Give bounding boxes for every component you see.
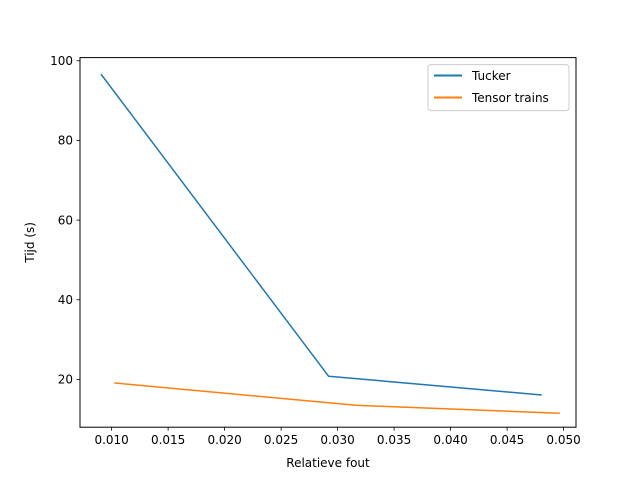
y-tick-label: 40	[58, 293, 73, 307]
series-line-tensor-trains	[114, 382, 560, 415]
y-tick-label: 60	[58, 213, 73, 227]
series-line-tucker	[100, 73, 542, 396]
x-tick-label: 0.035	[377, 433, 411, 447]
legend-label-tensor-trains: Tensor trains	[471, 91, 549, 105]
series-layer	[100, 73, 560, 415]
y-tick-label: 20	[58, 373, 73, 387]
x-axis: 0.010 0.015 0.020 0.025 0.030 0.035 0.040 0.045…	[94, 427, 581, 447]
legend-label-tucker: Tucker	[471, 69, 511, 83]
y-axis-label: Tijd (s)	[23, 222, 37, 264]
plot-area-frame	[79, 57, 577, 428]
legend: Tucker Tensor trains	[427, 64, 570, 112]
y-tick-label: 80	[58, 134, 73, 148]
x-tick-label: 0.040	[433, 433, 467, 447]
x-tick-label: 0.010	[94, 433, 128, 447]
x-tick-label: 0.030	[320, 433, 354, 447]
x-tick-label: 0.045	[490, 433, 524, 447]
x-tick-label: 0.050	[546, 433, 580, 447]
legend-box	[427, 64, 570, 112]
x-tick-label: 0.025	[264, 433, 298, 447]
x-tick-label: 0.015	[151, 433, 185, 447]
x-tick-label: 0.020	[207, 433, 241, 447]
x-axis-label: Relatieve fout	[286, 456, 370, 470]
y-tick-label: 100	[50, 54, 73, 68]
y-axis: 20 40 60 80 100	[50, 54, 80, 387]
